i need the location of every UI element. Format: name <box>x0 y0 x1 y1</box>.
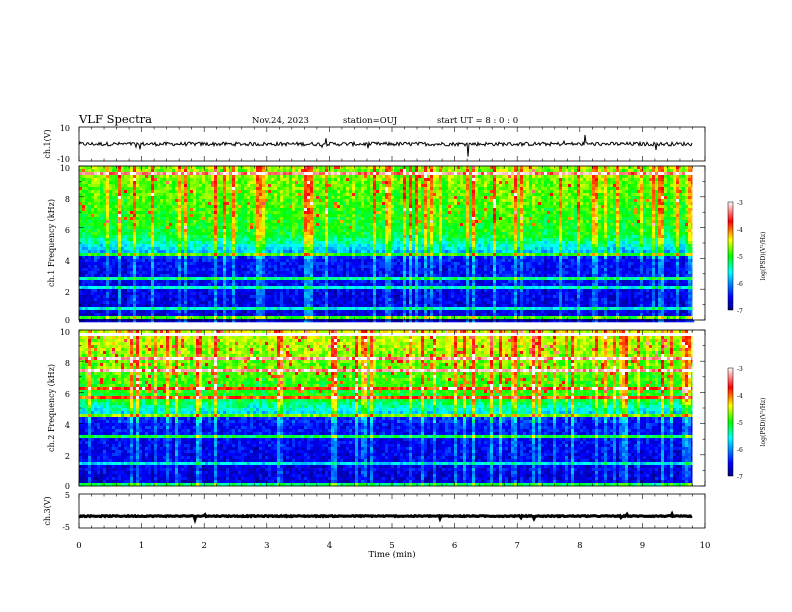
start-time-label: start UT = 8 : 0 : 0 <box>437 116 518 126</box>
ch3-waveform-ylabel: ch.3(V) <box>43 496 52 525</box>
ch1-spectrogram-ticks <box>78 165 706 321</box>
time-axis-tick-labels: 0 1 2 3 4 5 6 7 8 9 10 <box>76 541 710 551</box>
colorbar-ch1-scale <box>727 201 734 311</box>
ch3-waveform-trace <box>78 510 693 525</box>
ch2-spec-ytick-4: 4 <box>65 421 70 430</box>
ch1-waveform-ticks <box>78 127 706 161</box>
date-label: Nov.24, 2023 <box>252 116 309 126</box>
time-tick-label: 8 <box>577 541 582 551</box>
ch1-spec-ytick-6: 6 <box>65 226 70 235</box>
figure-title: VLF Spectra <box>78 112 152 126</box>
ch2-spec-ytick-6: 6 <box>65 390 70 399</box>
waveform-ch3-line <box>78 510 693 525</box>
ch1-waveform-ylabel: ch.1(V) <box>43 129 52 158</box>
ch1-spec-ytick-0: 0 <box>65 316 70 325</box>
spectrogram-ch1-nodata <box>692 166 705 320</box>
colorbar-tick-label: -7 <box>737 308 743 315</box>
colorbar-ch2-tick-labels: -3 -4 -5 -6 -7 <box>737 366 743 481</box>
time-tick-label: 0 <box>76 541 81 551</box>
time-tick-label: 10 <box>700 541 711 551</box>
time-tick-label: 9 <box>640 541 645 551</box>
ch2-spec-ytick-0: 0 <box>65 482 70 491</box>
panel-ch2-spectrogram: 0 2 4 6 8 10 ch.2 Frequency (kHz) <box>47 328 706 491</box>
spectrogram-ch2-nodata <box>692 330 705 486</box>
colorbar-ch1: -3 -4 -5 -6 -7 log(PSD)(V²/Hz) <box>727 200 767 315</box>
time-tick-label: 3 <box>264 541 269 551</box>
ch1-spectrogram-image <box>79 166 705 323</box>
panel-ch1-waveform: 10 -10 ch.1(V) <box>43 124 706 164</box>
ch1-spec-ytick-8: 8 <box>65 195 70 204</box>
station-label: station=OUJ <box>343 116 398 126</box>
ch1-spec-ytick-4: 4 <box>65 257 70 266</box>
colorbar-ch1-tick-labels: -3 -4 -5 -6 -7 <box>737 200 743 315</box>
colorbar-tick-label: -7 <box>737 474 743 481</box>
ch1-spec-ytick-10: 10 <box>60 164 70 173</box>
colorbar-tick-label: -3 <box>737 366 743 373</box>
ch1-spec-ytick-2: 2 <box>65 288 70 297</box>
ch2-spectrogram-ylabel: ch.2 Frequency (kHz) <box>47 364 56 452</box>
colorbar-tick-label: -6 <box>737 447 743 454</box>
colorbar-ch2: -3 -4 -5 -6 -7 log(PSD)(V²/Hz) <box>727 366 767 481</box>
ch2-spec-ytick-10: 10 <box>60 328 70 337</box>
waveform-ch1-line <box>78 134 693 157</box>
colorbar-ch2-label: log(PSD)(V²/Hz) <box>760 398 767 447</box>
colorbar-tick-label: -5 <box>737 420 743 427</box>
ch2-spec-ytick-2: 2 <box>65 452 70 461</box>
time-tick-label: 1 <box>139 541 144 551</box>
ch1-waveform-trace <box>78 134 693 157</box>
colorbar-tick-label: -4 <box>737 393 743 400</box>
time-axis-label: Time (min) <box>368 549 415 560</box>
colorbar-tick-label: -4 <box>737 227 743 234</box>
time-tick-label: 2 <box>201 541 206 551</box>
ch3-waveform-frame <box>78 493 706 529</box>
colorbar-tick-label: -6 <box>737 281 743 288</box>
colorbar-ch2-scale <box>727 367 734 477</box>
colorbar-tick-label: -3 <box>737 200 743 207</box>
ch1-spectrogram-ylabel: ch.1 Frequency (kHz) <box>47 199 56 287</box>
colorbar-ch1-label: log(PSD)(V²/Hz) <box>760 232 767 281</box>
ch2-spectrogram-image <box>79 330 705 487</box>
ch2-spec-ytick-8: 8 <box>65 359 70 368</box>
ch3-ytick-bottom: -5 <box>62 523 70 532</box>
panel-ch1-spectrogram: 0 2 4 6 8 10 ch.1 Frequency (kHz) <box>47 164 706 325</box>
panel-ch3-waveform: 5 -5 ch.3(V) <box>43 491 706 532</box>
ch3-waveform-ticks <box>78 494 706 528</box>
ch3-ytick-top: 5 <box>65 491 70 500</box>
ch1-ytick-bottom: -10 <box>57 155 70 164</box>
colorbar-tick-label: -5 <box>737 254 743 261</box>
ch2-spectrogram-ticks <box>78 329 706 487</box>
ch1-ytick-top: 10 <box>60 124 70 133</box>
time-tick-label: 4 <box>327 541 332 551</box>
time-tick-label: 7 <box>514 541 519 551</box>
time-tick-label: 5 <box>389 541 394 551</box>
time-tick-label: 6 <box>452 541 457 551</box>
